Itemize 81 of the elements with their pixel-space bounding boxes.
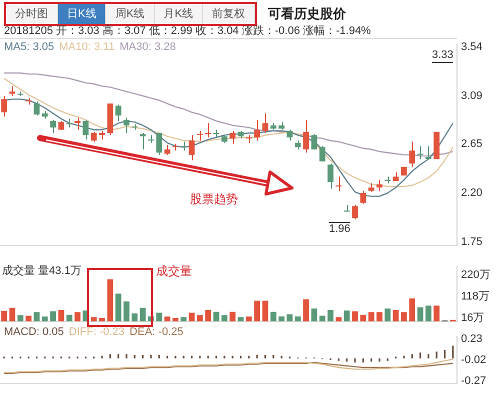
bar (205, 310, 212, 322)
y-tick-label: -0.02 (461, 354, 486, 366)
bar (254, 300, 260, 322)
bar (17, 315, 24, 322)
y-tick-label: 2.65 (461, 138, 482, 150)
text: 20181205 开：3.03 高：3.07 低：2.99 收：3.04 涨跌：-0.06 涨幅：-1.94% (4, 25, 371, 38)
chart-title: 可看历史股价 (268, 5, 346, 23)
bar (344, 310, 350, 322)
bar (426, 306, 432, 322)
text: 周K线 (106, 4, 155, 24)
bar (434, 306, 440, 322)
y-tick-label: 1.75 (461, 236, 482, 248)
text: DEA: -0.25 (130, 326, 184, 338)
bar (270, 312, 276, 322)
annotation: 3.33 (432, 49, 454, 63)
text: MA10: 3.11 (59, 41, 115, 53)
bar (9, 308, 16, 322)
bar (124, 301, 130, 322)
annotation: 成交量 量43.1万 (2, 265, 82, 278)
candlestick (368, 182, 374, 192)
bar (107, 279, 114, 322)
bar (172, 318, 178, 322)
text: DIFF: -0.23 (68, 326, 125, 338)
bar (58, 310, 64, 322)
bar (90, 317, 97, 322)
bar (360, 314, 366, 322)
bar (156, 312, 162, 322)
bar (42, 316, 48, 322)
y-tick-label: 118万 (461, 290, 490, 303)
y-tick-label: 16万 (461, 312, 484, 324)
bar (50, 311, 56, 322)
bar (286, 314, 293, 322)
bar (1, 310, 8, 322)
candlestick (17, 91, 24, 96)
annotation: 1.96 (329, 222, 350, 236)
annotation: 股票趋势 (190, 192, 238, 206)
y-tick-label: -0.27 (461, 374, 486, 387)
series-label: MACD: 0.05 (4, 326, 64, 338)
bar (34, 312, 40, 322)
bar (384, 308, 391, 322)
y-tick-label: 3.09 (461, 90, 482, 102)
bar (311, 308, 318, 322)
bar (303, 299, 309, 322)
y-tick-label: 2.20 (461, 187, 482, 200)
candlestick (417, 146, 424, 160)
bar (230, 312, 236, 322)
text: MA5: 3.05 (4, 41, 54, 53)
bar (132, 313, 138, 322)
bar (294, 316, 301, 322)
bar (99, 318, 105, 322)
bar (140, 308, 146, 322)
bar (376, 312, 382, 322)
y-tick-label: 0.23 (461, 333, 482, 346)
bar (26, 316, 32, 322)
bar (328, 310, 334, 322)
y-tick-label: 3.54 (461, 40, 482, 53)
bar (392, 310, 399, 322)
bar (74, 312, 80, 322)
bar (66, 314, 72, 322)
text: MA30: 3.28 (120, 41, 176, 53)
bar (368, 312, 374, 322)
bar (197, 315, 203, 322)
bar (352, 311, 358, 322)
bar (115, 294, 122, 322)
text: 分时图 (6, 4, 58, 24)
text: 月K线 (154, 4, 204, 24)
bar (319, 316, 326, 322)
bar (401, 312, 407, 322)
bar (221, 315, 228, 322)
bar (246, 316, 252, 322)
text: 前复权 (203, 4, 256, 24)
annotation: 成交量 (156, 264, 192, 278)
bar (409, 298, 416, 322)
bar (262, 300, 268, 322)
bar (180, 317, 187, 322)
candlestick (140, 132, 146, 150)
bar (336, 317, 342, 322)
bar (278, 316, 284, 322)
y-tick-label: 220万 (461, 269, 490, 282)
text: 日K线 (58, 4, 106, 24)
candlestick (66, 118, 72, 128)
